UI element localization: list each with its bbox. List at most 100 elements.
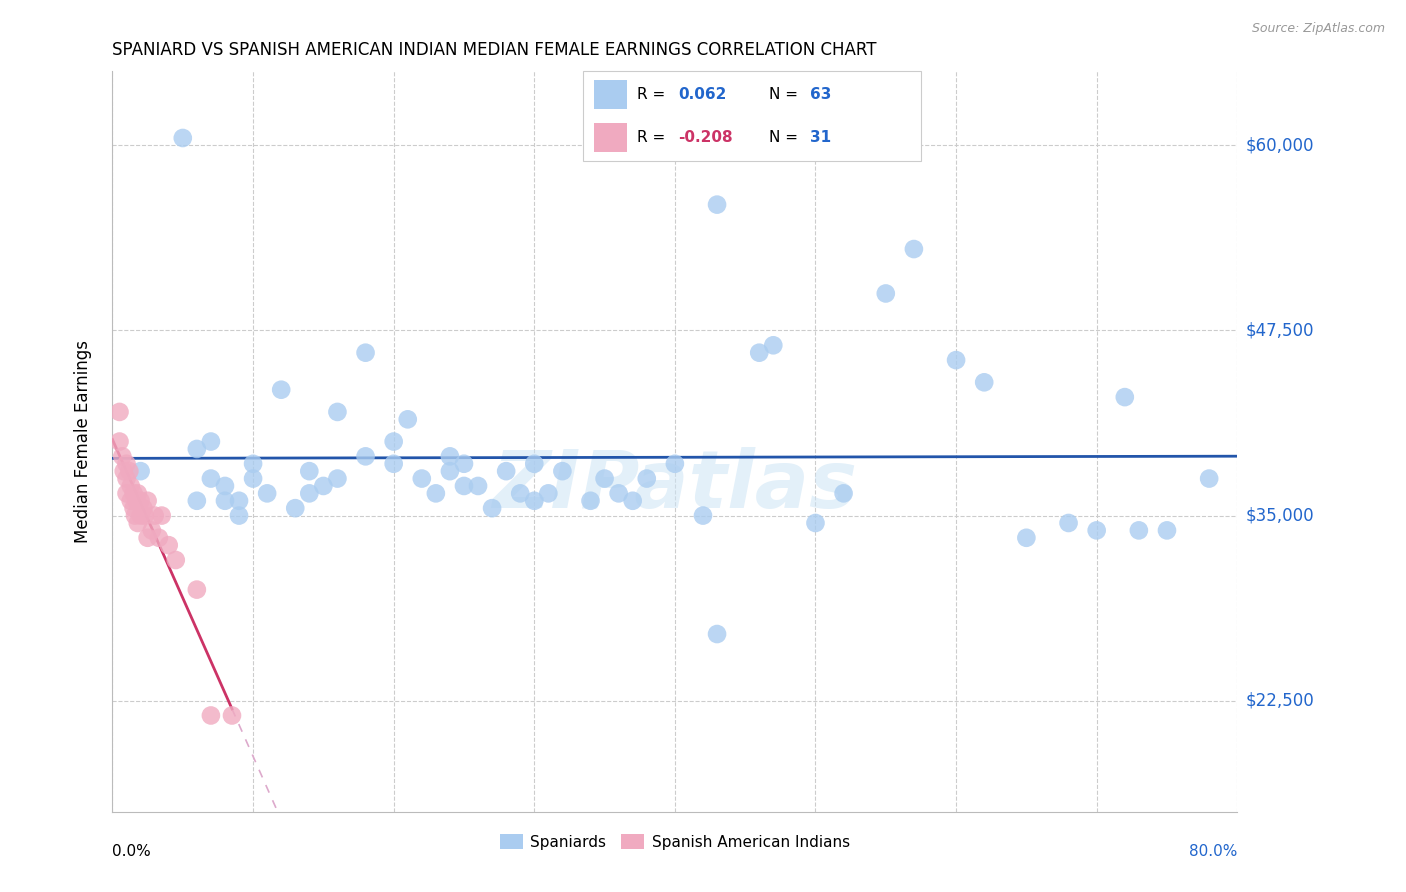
Point bbox=[664, 457, 686, 471]
Point bbox=[284, 501, 307, 516]
Point bbox=[326, 405, 349, 419]
Point bbox=[270, 383, 292, 397]
Point bbox=[228, 508, 250, 523]
Point bbox=[129, 508, 152, 523]
Point bbox=[108, 434, 131, 449]
Text: Source: ZipAtlas.com: Source: ZipAtlas.com bbox=[1251, 22, 1385, 36]
Point bbox=[692, 508, 714, 523]
Point bbox=[973, 376, 995, 390]
Point bbox=[636, 471, 658, 485]
Point bbox=[875, 286, 897, 301]
Point bbox=[453, 457, 475, 471]
Point bbox=[537, 486, 560, 500]
Point bbox=[411, 471, 433, 485]
Point bbox=[1015, 531, 1038, 545]
Point bbox=[124, 508, 146, 523]
Point bbox=[120, 479, 142, 493]
Point bbox=[1114, 390, 1136, 404]
Point bbox=[125, 493, 148, 508]
Point bbox=[453, 479, 475, 493]
Point bbox=[136, 493, 159, 508]
Text: $22,500: $22,500 bbox=[1246, 691, 1315, 710]
Point bbox=[382, 434, 405, 449]
Point bbox=[607, 486, 630, 500]
Point bbox=[551, 464, 574, 478]
Point bbox=[242, 471, 264, 485]
Point bbox=[439, 450, 461, 464]
Point bbox=[134, 508, 156, 523]
Point bbox=[228, 493, 250, 508]
Point bbox=[115, 471, 138, 485]
Point bbox=[120, 493, 142, 508]
Point bbox=[186, 442, 208, 456]
Point bbox=[200, 708, 222, 723]
Point bbox=[298, 464, 321, 478]
Point bbox=[579, 493, 602, 508]
Text: N =: N = bbox=[769, 87, 803, 102]
Point bbox=[382, 457, 405, 471]
Point bbox=[326, 471, 349, 485]
Legend: Spaniards, Spanish American Indians: Spaniards, Spanish American Indians bbox=[494, 828, 856, 856]
Point bbox=[804, 516, 827, 530]
Text: R =: R = bbox=[637, 130, 671, 145]
Point bbox=[214, 479, 236, 493]
Point bbox=[762, 338, 785, 352]
Point bbox=[200, 471, 222, 485]
Point bbox=[1198, 471, 1220, 485]
FancyBboxPatch shape bbox=[593, 123, 627, 152]
Point bbox=[122, 501, 145, 516]
Y-axis label: Median Female Earnings: Median Female Earnings bbox=[73, 340, 91, 543]
Point bbox=[111, 450, 134, 464]
Point bbox=[1085, 524, 1108, 538]
Point bbox=[112, 464, 135, 478]
Point bbox=[148, 531, 170, 545]
Point bbox=[748, 345, 770, 359]
Point bbox=[354, 450, 377, 464]
Point bbox=[312, 479, 335, 493]
Point bbox=[523, 457, 546, 471]
Text: 63: 63 bbox=[810, 87, 831, 102]
Point bbox=[186, 493, 208, 508]
Point bbox=[221, 708, 243, 723]
Point bbox=[242, 457, 264, 471]
Text: $60,000: $60,000 bbox=[1246, 136, 1315, 154]
Point bbox=[122, 486, 145, 500]
Point bbox=[127, 486, 149, 500]
Text: R =: R = bbox=[637, 87, 671, 102]
Point bbox=[143, 508, 166, 523]
Point bbox=[127, 516, 149, 530]
Text: $47,500: $47,500 bbox=[1246, 321, 1315, 340]
Text: 31: 31 bbox=[810, 130, 831, 145]
Point bbox=[186, 582, 208, 597]
Point bbox=[1057, 516, 1080, 530]
Point bbox=[165, 553, 187, 567]
Point bbox=[354, 345, 377, 359]
Point bbox=[129, 493, 152, 508]
Text: 0.062: 0.062 bbox=[678, 87, 727, 102]
Point bbox=[523, 493, 546, 508]
FancyBboxPatch shape bbox=[583, 71, 921, 161]
Text: -0.208: -0.208 bbox=[678, 130, 733, 145]
Text: 80.0%: 80.0% bbox=[1189, 845, 1237, 859]
FancyBboxPatch shape bbox=[593, 80, 627, 109]
Point bbox=[256, 486, 278, 500]
Point bbox=[108, 405, 131, 419]
Point bbox=[509, 486, 531, 500]
Point bbox=[136, 531, 159, 545]
Point bbox=[621, 493, 644, 508]
Point bbox=[150, 508, 173, 523]
Point bbox=[481, 501, 503, 516]
Point bbox=[115, 486, 138, 500]
Point bbox=[141, 524, 163, 538]
Point bbox=[172, 131, 194, 145]
Text: 0.0%: 0.0% bbox=[112, 845, 152, 859]
Point bbox=[396, 412, 419, 426]
Point bbox=[1156, 524, 1178, 538]
Point bbox=[157, 538, 180, 552]
Point bbox=[903, 242, 925, 256]
Point bbox=[132, 501, 155, 516]
Text: SPANIARD VS SPANISH AMERICAN INDIAN MEDIAN FEMALE EARNINGS CORRELATION CHART: SPANIARD VS SPANISH AMERICAN INDIAN MEDI… bbox=[112, 41, 877, 59]
Point bbox=[118, 464, 141, 478]
Point bbox=[706, 627, 728, 641]
Point bbox=[945, 353, 967, 368]
